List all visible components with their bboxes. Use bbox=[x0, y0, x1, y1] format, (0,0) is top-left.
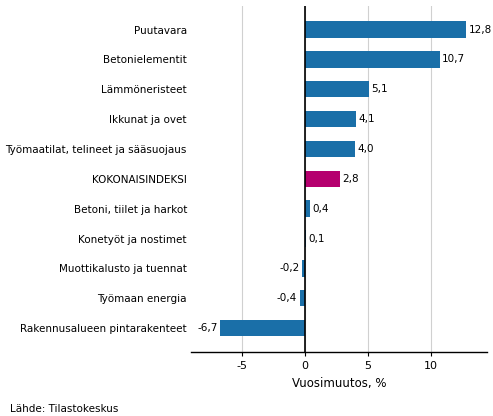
Bar bbox=[220, 320, 305, 336]
Text: 4,0: 4,0 bbox=[357, 144, 374, 154]
X-axis label: Vuosimuutos, %: Vuosimuutos, % bbox=[292, 376, 387, 390]
Bar bbox=[300, 290, 305, 307]
Text: -0,2: -0,2 bbox=[280, 263, 300, 273]
Text: 4,1: 4,1 bbox=[359, 114, 376, 124]
Bar bbox=[305, 141, 355, 157]
Bar bbox=[305, 230, 306, 247]
Text: -0,4: -0,4 bbox=[277, 293, 297, 303]
Text: 10,7: 10,7 bbox=[442, 54, 465, 64]
Text: 12,8: 12,8 bbox=[468, 25, 492, 35]
Text: 5,1: 5,1 bbox=[371, 84, 388, 94]
Text: Lähde: Tilastokeskus: Lähde: Tilastokeskus bbox=[10, 404, 118, 414]
Bar bbox=[305, 171, 340, 187]
Bar bbox=[302, 260, 305, 277]
Text: 2,8: 2,8 bbox=[343, 174, 359, 184]
Text: -6,7: -6,7 bbox=[197, 323, 217, 333]
Bar bbox=[305, 111, 356, 127]
Bar bbox=[305, 51, 440, 67]
Bar bbox=[305, 201, 310, 217]
Text: 0,4: 0,4 bbox=[312, 204, 329, 214]
Bar bbox=[305, 81, 369, 97]
Bar bbox=[305, 21, 466, 38]
Text: 0,1: 0,1 bbox=[309, 233, 325, 243]
